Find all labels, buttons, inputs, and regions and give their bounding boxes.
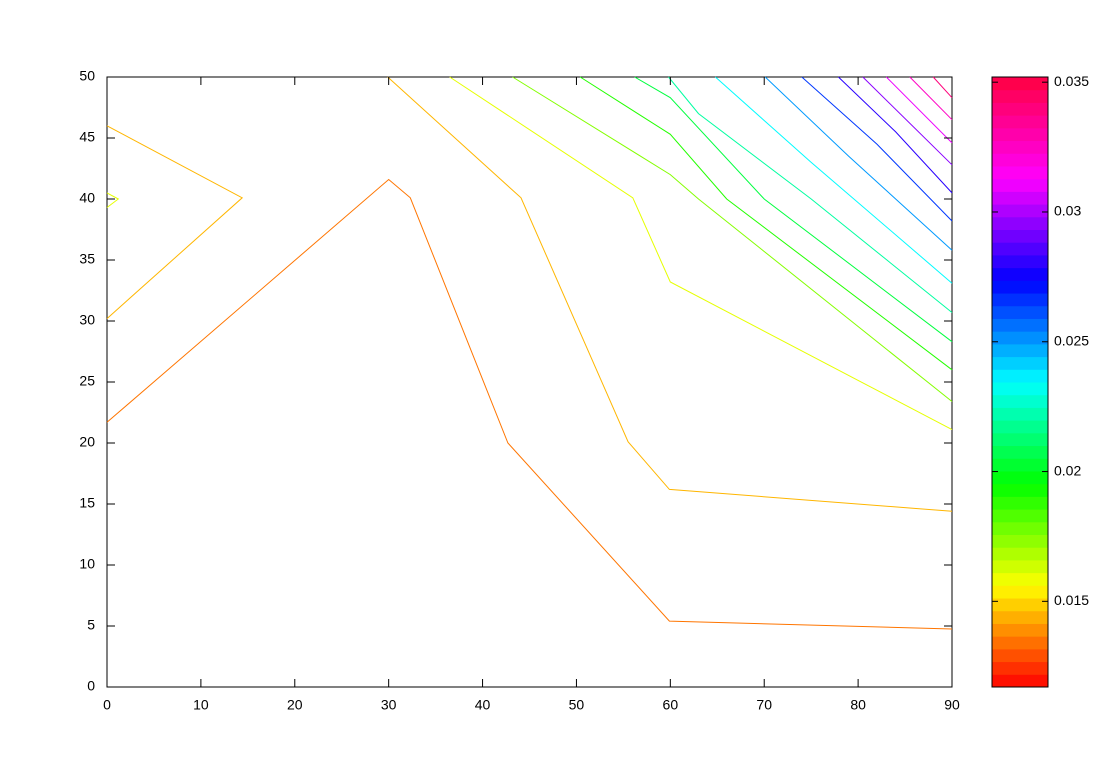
colorbar-band <box>992 661 1048 675</box>
colorbar-tick-label: 0.03 <box>1054 203 1081 219</box>
contour-line <box>634 76 953 343</box>
contour-line <box>932 76 953 99</box>
colorbar-band <box>992 623 1048 637</box>
colorbar-band <box>992 559 1048 574</box>
contour-line <box>106 178 953 630</box>
contour-line <box>512 76 953 402</box>
colorbar-band <box>992 496 1048 510</box>
contour-line <box>885 76 953 144</box>
colorbar-band <box>992 115 1048 129</box>
x-tick-label: 10 <box>193 697 209 713</box>
x-tick-label: 30 <box>381 697 397 713</box>
contour-line <box>106 76 953 431</box>
y-tick-label: 45 <box>79 129 95 145</box>
colorbar-band <box>992 178 1048 192</box>
contour-line <box>579 76 953 371</box>
colorbar-band <box>992 407 1048 421</box>
colorbar-band <box>992 102 1048 116</box>
colorbar-tick-label: 0.02 <box>1054 462 1081 478</box>
y-tick-label: 30 <box>79 312 95 328</box>
y-tick-label: 0 <box>87 678 95 694</box>
colorbar-band <box>992 89 1048 103</box>
colorbar-frame <box>991 76 1049 688</box>
colorbar-tick-label: 0.035 <box>1054 73 1089 89</box>
x-tick-label: 60 <box>663 697 679 713</box>
y-tick-label: 35 <box>79 251 95 267</box>
colorbar-band <box>992 140 1048 154</box>
colorbar-band <box>992 343 1048 358</box>
colorbar-band <box>992 280 1048 294</box>
colorbar-band <box>992 572 1048 586</box>
colorbar-band <box>992 153 1048 167</box>
colorbar-band <box>992 254 1048 269</box>
colorbar-band <box>992 636 1048 650</box>
colorbar-band <box>992 356 1048 370</box>
colorbar-band <box>992 432 1048 447</box>
y-tick-label: 5 <box>87 617 95 633</box>
colorbar-band <box>992 77 1048 91</box>
colorbar-band <box>992 331 1048 345</box>
x-tick-label: 80 <box>850 697 866 713</box>
colorbar-band <box>992 458 1048 472</box>
colorbar-band <box>992 420 1048 434</box>
colorbar-band <box>992 242 1048 256</box>
contour-line <box>838 76 953 194</box>
y-tick-label: 20 <box>79 434 95 450</box>
colorbar-band <box>992 165 1048 180</box>
colorbar-band <box>992 318 1048 332</box>
colorbar-band <box>992 534 1048 548</box>
colorbar-band <box>992 229 1048 243</box>
colorbar-band <box>992 483 1048 497</box>
colorbar-band <box>992 394 1048 408</box>
colorbar-band <box>992 293 1048 307</box>
y-tick-label: 25 <box>79 373 95 389</box>
contour-line <box>764 76 953 251</box>
colorbar-band <box>992 509 1048 523</box>
contour-line <box>668 76 953 313</box>
x-tick-label: 20 <box>287 697 303 713</box>
x-tick-label: 50 <box>569 697 585 713</box>
contour-line <box>801 76 953 222</box>
colorbar-band <box>992 470 1048 485</box>
colorbar-band <box>992 610 1048 624</box>
colorbar-tick-label: 0.025 <box>1054 332 1089 348</box>
colorbar-band <box>992 674 1048 688</box>
colorbar-band <box>992 216 1048 230</box>
colorbar-band <box>992 598 1048 612</box>
colorbar-band <box>992 547 1048 561</box>
colorbar-band <box>992 305 1048 319</box>
colorbar-band <box>992 369 1048 383</box>
colorbar-band <box>992 648 1048 663</box>
x-tick-label: 0 <box>103 697 111 713</box>
colorbar-band <box>992 127 1048 142</box>
contour-line <box>909 76 953 121</box>
plot-frame <box>106 76 953 688</box>
colorbar-band <box>992 191 1048 205</box>
colorbar-band <box>992 585 1048 599</box>
colorbar-band <box>992 204 1048 218</box>
colorbar-band <box>992 382 1048 396</box>
contour-line <box>106 76 953 512</box>
colorbar-band <box>992 521 1048 535</box>
y-tick-label: 10 <box>79 556 95 572</box>
x-tick-label: 40 <box>475 697 491 713</box>
y-tick-label: 15 <box>79 495 95 511</box>
x-tick-label: 70 <box>756 697 772 713</box>
x-tick-label: 90 <box>944 697 960 713</box>
colorbar-tick-label: 0.015 <box>1054 592 1089 608</box>
contour-line <box>715 76 953 284</box>
colorbar-band <box>992 267 1048 281</box>
y-tick-label: 40 <box>79 190 95 206</box>
y-tick-label: 50 <box>79 68 95 84</box>
contour-line <box>862 76 953 166</box>
colorbar-band <box>992 445 1048 459</box>
